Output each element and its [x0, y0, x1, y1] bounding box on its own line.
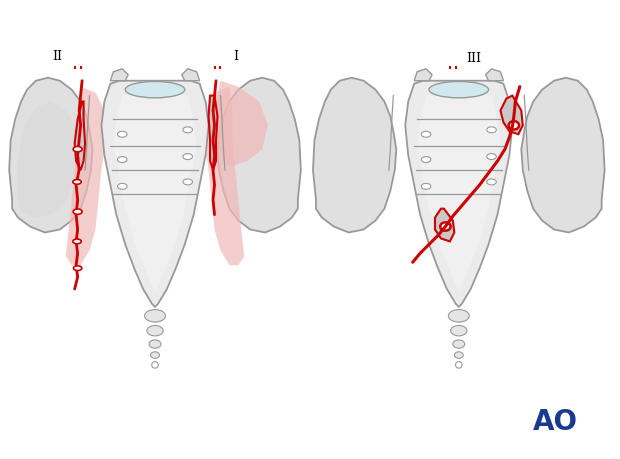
- Ellipse shape: [487, 154, 496, 160]
- Ellipse shape: [73, 179, 81, 184]
- Polygon shape: [17, 101, 78, 218]
- Ellipse shape: [453, 340, 465, 348]
- Ellipse shape: [73, 146, 82, 152]
- Ellipse shape: [73, 209, 82, 214]
- Polygon shape: [9, 78, 92, 232]
- Ellipse shape: [508, 121, 519, 129]
- Ellipse shape: [149, 340, 161, 348]
- Ellipse shape: [487, 127, 496, 133]
- Ellipse shape: [487, 179, 496, 185]
- Ellipse shape: [183, 154, 192, 160]
- Text: I: I: [233, 50, 238, 63]
- Polygon shape: [521, 78, 604, 232]
- Ellipse shape: [422, 157, 431, 162]
- Text: II: II: [52, 50, 62, 63]
- Polygon shape: [435, 209, 454, 241]
- Polygon shape: [182, 69, 200, 81]
- Polygon shape: [313, 78, 396, 232]
- Text: III: III: [466, 52, 481, 65]
- Ellipse shape: [454, 352, 463, 358]
- Polygon shape: [110, 69, 128, 81]
- Polygon shape: [66, 87, 106, 265]
- Polygon shape: [414, 81, 503, 307]
- Polygon shape: [414, 69, 432, 81]
- Polygon shape: [218, 78, 301, 232]
- Ellipse shape: [456, 362, 462, 368]
- Polygon shape: [74, 101, 85, 170]
- Ellipse shape: [118, 157, 127, 162]
- Polygon shape: [485, 69, 503, 81]
- Ellipse shape: [451, 325, 467, 336]
- Ellipse shape: [429, 81, 489, 98]
- Ellipse shape: [144, 309, 166, 322]
- Ellipse shape: [152, 362, 158, 368]
- Polygon shape: [417, 93, 500, 292]
- Ellipse shape: [118, 184, 127, 189]
- Ellipse shape: [73, 266, 82, 270]
- Polygon shape: [500, 95, 523, 134]
- Ellipse shape: [147, 325, 163, 336]
- Polygon shape: [215, 81, 268, 167]
- Text: AO: AO: [533, 408, 577, 437]
- Ellipse shape: [448, 309, 469, 322]
- Polygon shape: [405, 81, 512, 307]
- Ellipse shape: [440, 222, 451, 231]
- Polygon shape: [102, 81, 208, 307]
- Ellipse shape: [118, 131, 127, 137]
- Ellipse shape: [422, 184, 431, 189]
- Polygon shape: [204, 87, 244, 265]
- Ellipse shape: [73, 239, 81, 244]
- Polygon shape: [113, 93, 197, 292]
- Ellipse shape: [422, 131, 431, 137]
- Ellipse shape: [183, 179, 192, 185]
- Ellipse shape: [125, 81, 185, 98]
- Polygon shape: [208, 95, 218, 170]
- Ellipse shape: [151, 352, 159, 358]
- Ellipse shape: [183, 127, 192, 133]
